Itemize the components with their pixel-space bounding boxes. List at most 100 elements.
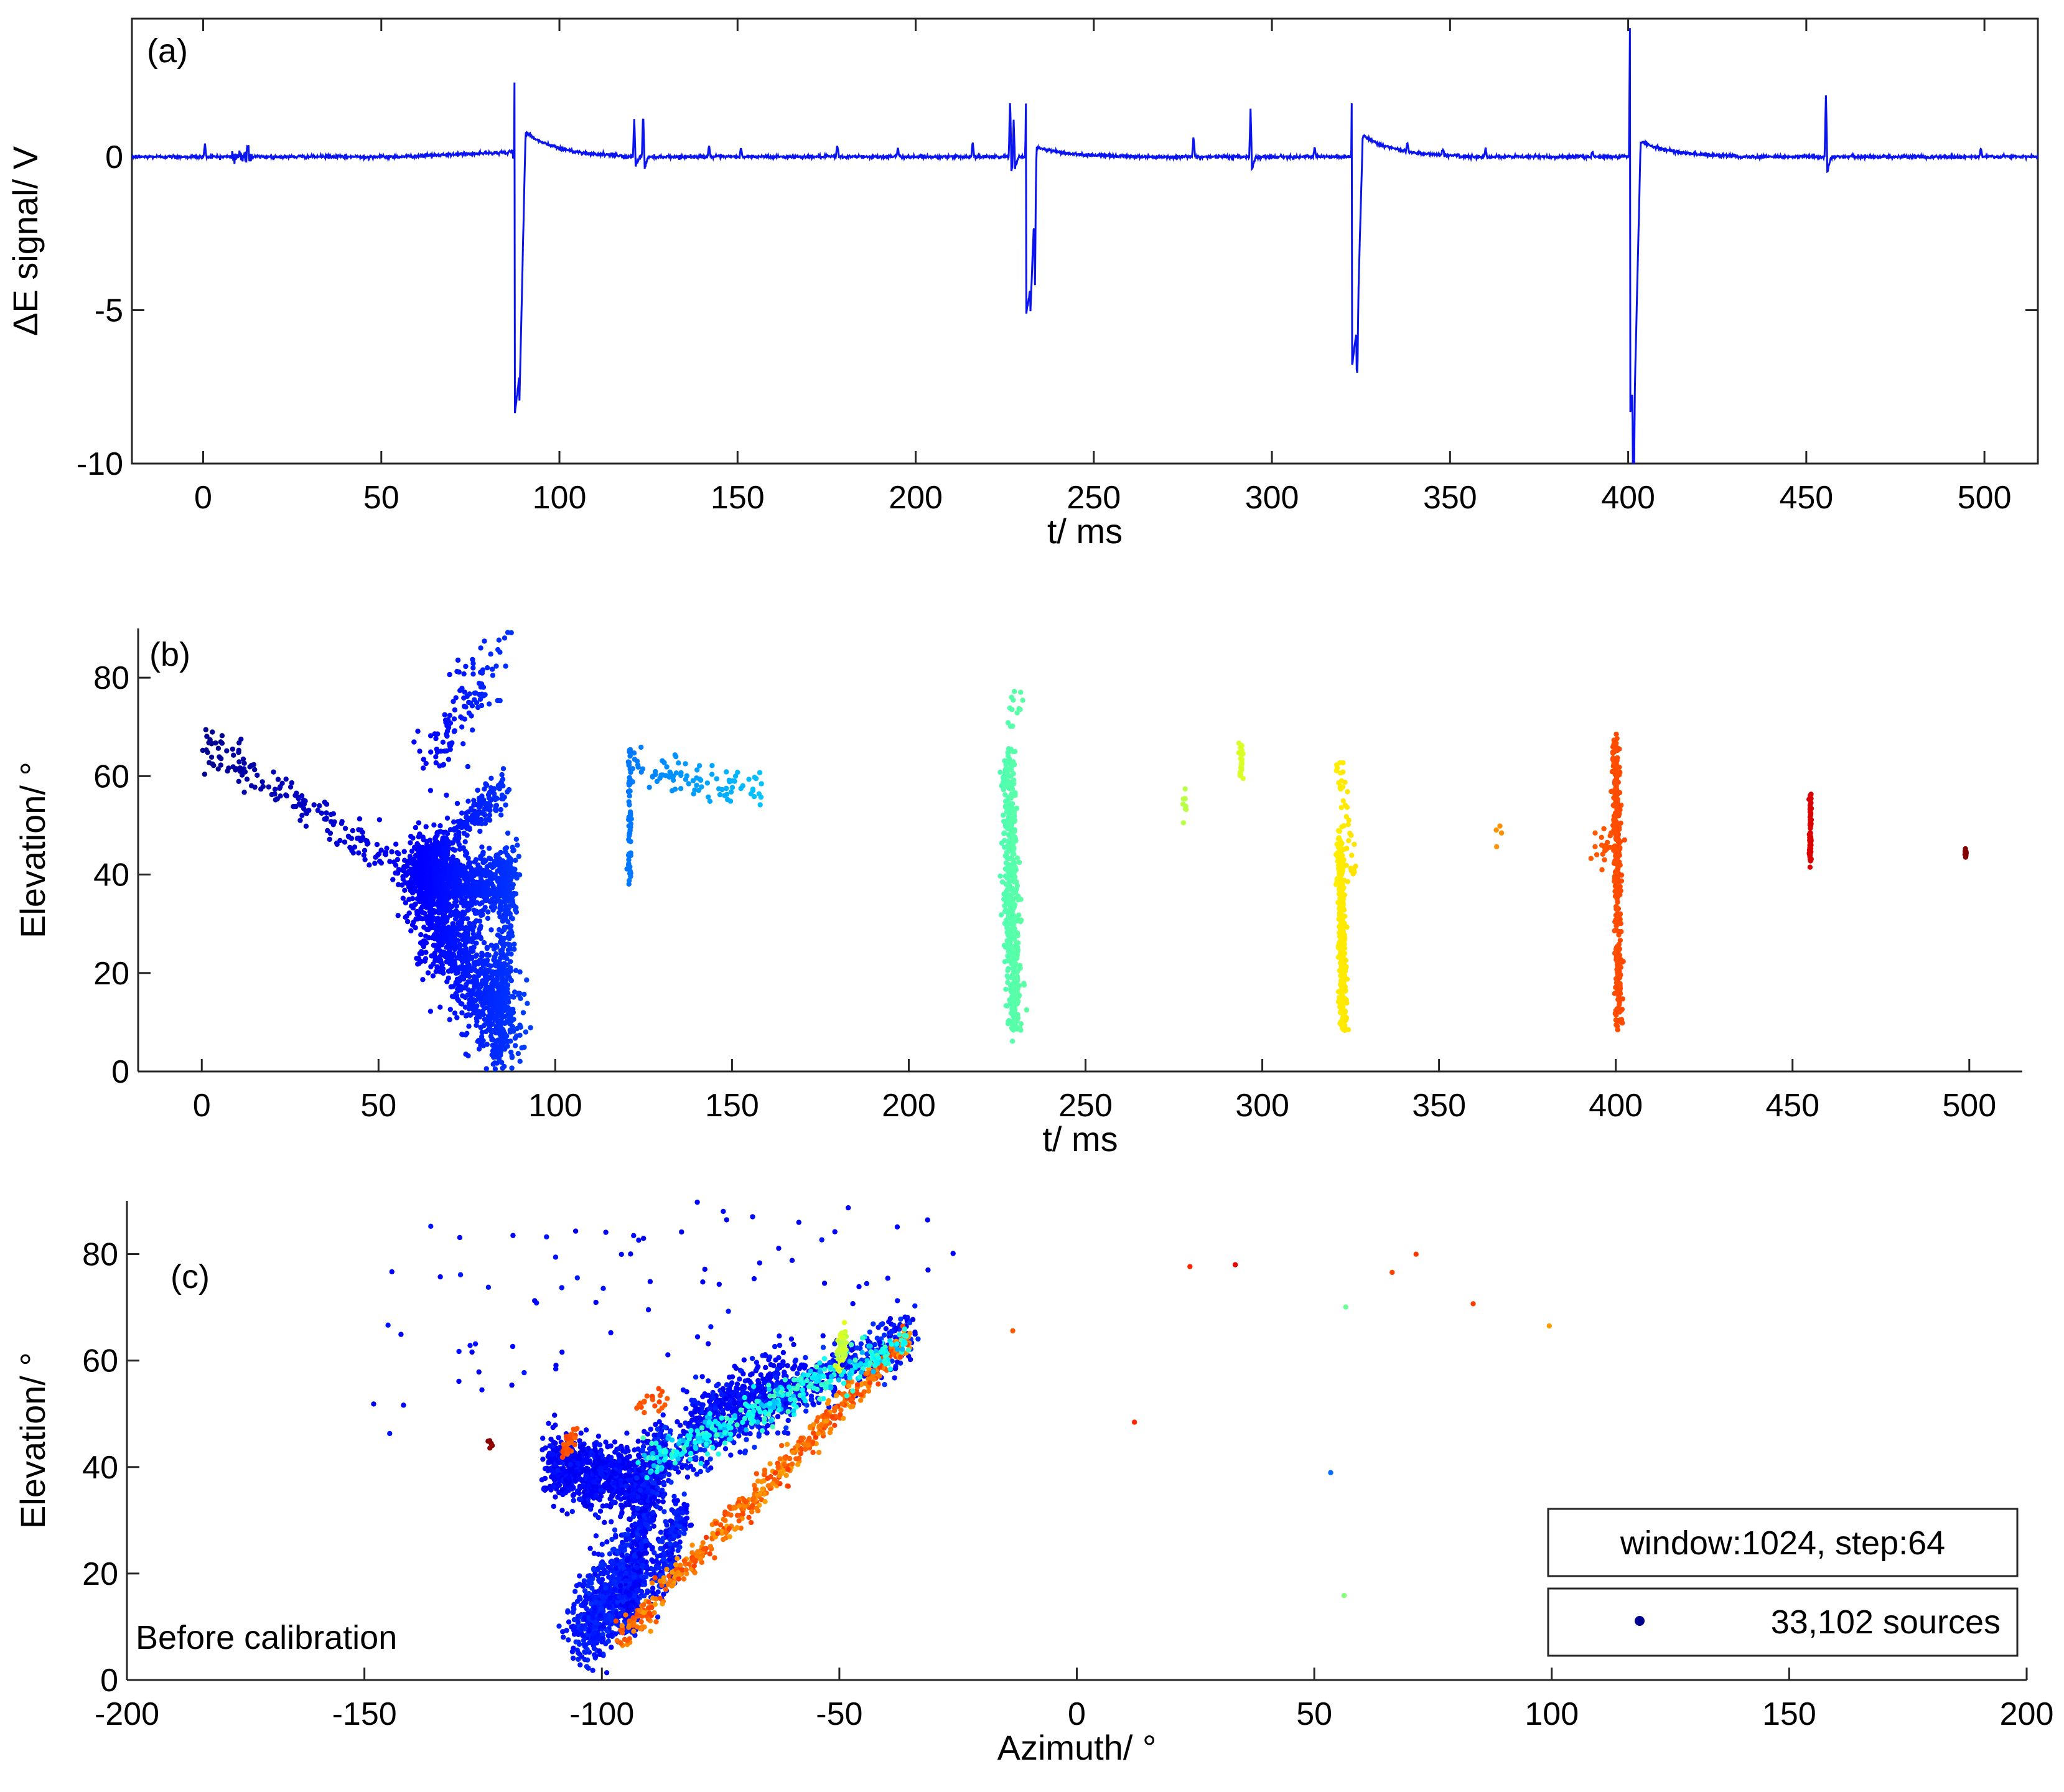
data-point [492,1060,498,1066]
data-point [447,712,453,719]
data-point [436,910,442,916]
data-point [210,761,215,767]
data-point [477,934,483,940]
data-point [750,786,756,792]
data-point [431,943,437,948]
data-point [670,777,676,783]
data-point [511,946,517,952]
data-point [587,1622,593,1628]
data-point [502,794,507,800]
data-point [498,899,505,905]
data-point [219,733,225,739]
data-point [476,1046,482,1052]
data-point [474,1022,479,1029]
data-point [277,785,283,791]
data-point [428,884,434,890]
data-point [502,1063,507,1070]
data-point [1616,928,1622,935]
data-point [471,880,477,885]
data-point [339,819,345,824]
data-point [462,839,468,845]
data-point [509,1065,515,1071]
data-point [1007,724,1014,729]
data-point [412,902,418,908]
data-point [498,780,504,786]
data-point [1011,833,1016,839]
data-point [413,916,419,922]
data-point [508,959,513,964]
data-point [473,968,479,974]
data-point [490,1042,495,1048]
data-point [1617,988,1623,994]
data-point [492,954,498,960]
data-point [513,1043,518,1048]
data-point [1018,689,1024,695]
data-point [474,900,480,905]
data-point [433,754,439,760]
data-point [1613,748,1619,754]
data-point [707,798,713,805]
data-point [1006,760,1011,766]
data-point [302,798,308,804]
data-point [440,762,446,768]
data-point [758,794,764,800]
data-point [509,994,515,999]
data-point [439,932,445,938]
data-point [1615,863,1621,869]
data-point [600,1637,606,1643]
data-point [471,798,477,803]
data-point [1345,879,1350,885]
data-point [1335,836,1342,842]
data-point [429,925,434,930]
data-point [315,808,321,813]
data-point [418,915,423,922]
data-point [1002,798,1009,804]
data-point [436,954,442,960]
data-point [452,847,458,853]
data-point [424,841,430,847]
data-point [1615,979,1621,985]
data-point [1006,814,1012,820]
data-point [485,909,491,915]
data-point [516,991,521,996]
data-point [759,781,764,786]
data-point [566,1637,571,1643]
data-point [1003,824,1009,829]
data-point [590,1668,595,1673]
x-tick-label: 450 [1779,480,1833,516]
data-point [437,823,443,829]
data-point [495,982,502,988]
data-point [275,777,281,782]
data-point [525,1001,530,1006]
data-point [1007,756,1012,762]
data-point [409,886,414,892]
data-point [423,956,429,962]
data-point [502,894,508,900]
data-point [506,877,512,883]
data-point [1346,838,1352,844]
data-point [709,763,715,768]
x-tick-label: 0 [194,480,212,516]
data-point [485,1017,490,1023]
data-point [408,840,413,846]
data-point [202,772,207,777]
data-point [698,777,704,783]
data-point [396,851,401,857]
data-point [1001,830,1007,836]
data-point [462,689,468,695]
data-point [1009,1038,1016,1044]
data-point [503,802,508,808]
data-point [489,1036,495,1042]
x-tick-label: 100 [1525,1696,1579,1732]
data-point [1338,805,1344,811]
data-point [482,1006,487,1011]
data-point [462,869,468,875]
data-point [753,775,759,782]
data-point [301,806,307,811]
data-point [628,821,633,827]
data-point [424,856,429,862]
data-point [240,756,246,762]
data-point [443,857,449,863]
data-point [1806,796,1812,802]
data-point [475,1011,480,1017]
